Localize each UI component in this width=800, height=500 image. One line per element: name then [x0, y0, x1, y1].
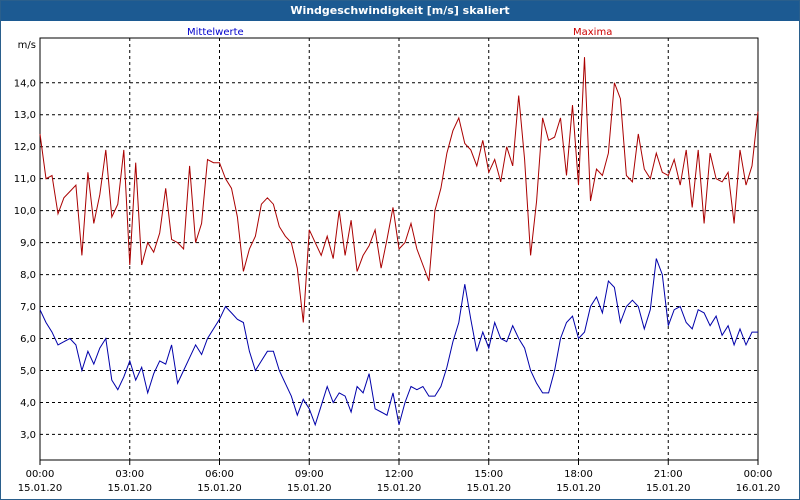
x-tick-time: 15:00 — [474, 469, 503, 480]
y-tick-label: 6,0 — [20, 334, 36, 345]
x-tick-date: 15.01.20 — [18, 483, 63, 494]
plot-frame — [39, 37, 759, 461]
y-tick-label: 14,0 — [14, 78, 36, 89]
y-tick-label: 12,0 — [14, 142, 36, 153]
x-tick-date: 15.01.20 — [377, 483, 422, 494]
x-tick-time: 03:00 — [115, 469, 144, 480]
x-tick-time: 00:00 — [744, 469, 773, 480]
y-tick-label: 8,0 — [20, 270, 36, 281]
y-tick-label: 5,0 — [20, 366, 36, 377]
y-tick-label: 9,0 — [20, 238, 36, 249]
x-tick-time: 09:00 — [295, 469, 324, 480]
x-tick-time: 00:00 — [26, 469, 55, 480]
x-tick-date: 15.01.20 — [287, 483, 332, 494]
x-tick-time: 12:00 — [385, 469, 414, 480]
x-tick-time: 21:00 — [654, 469, 683, 480]
y-tick-label: 7,0 — [20, 302, 36, 313]
x-tick-date: 15.01.20 — [197, 483, 242, 494]
y-axis-label: m/s — [18, 40, 36, 51]
window-title: Windgeschwindigkeit [m/s] skaliert — [1, 1, 799, 21]
series-line-maxima — [39, 57, 759, 323]
x-tick-time: 06:00 — [205, 469, 234, 480]
y-tick-label: 3,0 — [20, 430, 36, 441]
y-tick-label: 11,0 — [14, 174, 36, 185]
x-tick-time: 18:00 — [564, 469, 593, 480]
x-tick-date: 15.01.20 — [107, 483, 152, 494]
legend-maxima: Maxima — [573, 27, 613, 38]
series-line-mittelwerte — [39, 258, 758, 427]
x-tick-date: 15.01.20 — [556, 483, 601, 494]
y-tick-label: 13,0 — [14, 110, 36, 121]
y-tick-label: 10,0 — [14, 206, 36, 217]
x-tick-date: 16.01.20 — [736, 483, 781, 494]
y-tick-label: 4,0 — [20, 398, 36, 409]
legend-mittelwerte: Mittelwerte — [187, 27, 244, 38]
x-tick-date: 15.01.20 — [646, 483, 691, 494]
x-tick-date: 15.01.20 — [466, 483, 511, 494]
